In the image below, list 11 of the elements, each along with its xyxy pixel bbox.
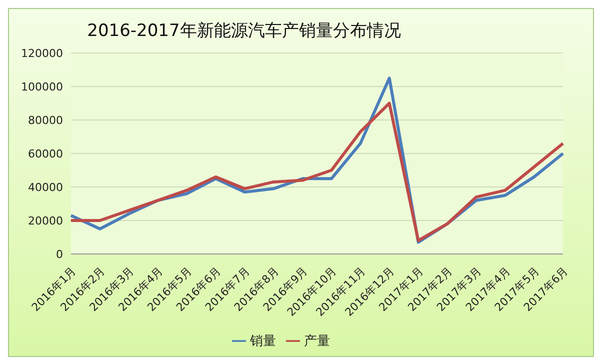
y-tick-label: 100000 bbox=[21, 80, 63, 94]
legend-label: 产量 bbox=[304, 334, 330, 349]
y-tick-label: 40000 bbox=[28, 180, 63, 194]
legend-label: 销量 bbox=[250, 334, 276, 349]
y-tick-label: 0 bbox=[56, 248, 63, 261]
chart-title: 2016-2017年新能源汽车产销量分布情况 bbox=[86, 20, 402, 42]
y-tick-label: 60000 bbox=[28, 147, 63, 160]
line-series bbox=[70, 102, 564, 242]
y-tick-label: 80000 bbox=[28, 114, 63, 127]
y-tick-label: 20000 bbox=[28, 214, 63, 228]
y-tick-label: 120000 bbox=[21, 46, 63, 60]
